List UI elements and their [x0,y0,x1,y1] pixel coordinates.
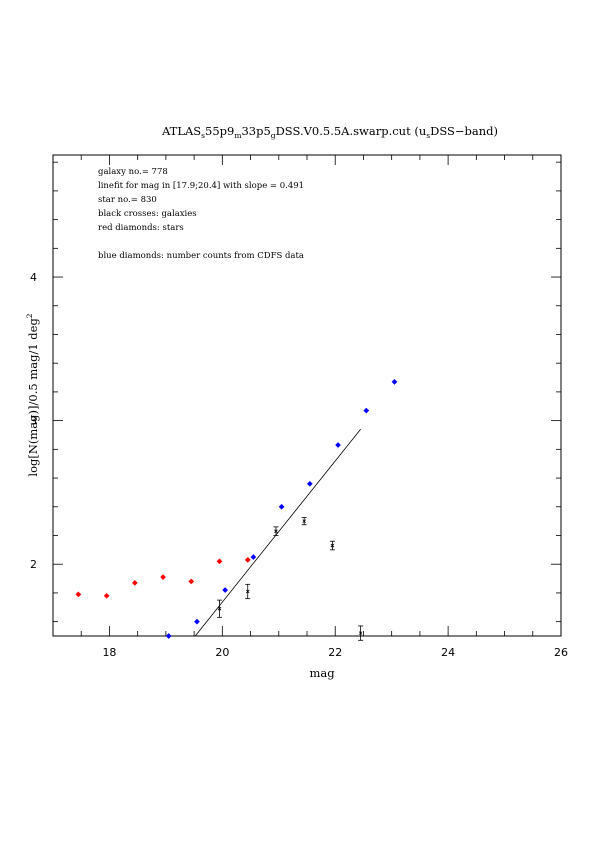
x-tick-label: 26 [554,646,568,659]
y-axis-label: log[N(mag)]/0.5 mag/1 deg2 [25,313,40,476]
title-subscript: m [234,131,241,140]
cdfs-point [222,587,229,594]
title-subscript: g [271,131,276,140]
annotation-line: red diamonds: stars [98,223,184,233]
star-point [244,556,251,563]
annotation-line: blue diamonds: number counts from CDFS d… [98,251,304,261]
y-tick-label: 2 [30,558,37,571]
fit-line [194,428,361,637]
title-part: 55p9 [205,124,234,138]
title-subscript: s [426,131,430,140]
galaxy-point [329,540,335,551]
cross-mark [302,519,306,523]
y-axis-label-main: log[N(mag)]/0.5 mag/1 deg [26,318,40,477]
y-tick-label: 3 [30,415,37,428]
cdfs-point [165,633,172,639]
title-subscript: s [201,131,205,140]
cross-mark [217,606,222,611]
fit-line-group [194,428,361,637]
cdfs-point [335,442,341,448]
star-point [160,574,167,581]
cross-mark [245,589,250,594]
star-point [188,578,195,585]
x-tick-labels: 18 20 22 24 26 [102,646,568,659]
cdfs-point [306,480,313,487]
cdfs-point [193,618,200,625]
cdfs-point [278,503,285,510]
cross-mark [358,631,363,635]
title-part: DSS.V0.5.5A.swarp.cut (u [276,124,427,138]
galaxy-point [217,599,223,618]
x-tick-label: 22 [328,646,342,659]
star-point [103,592,110,599]
axis-ticks [52,155,562,636]
y-tick-label: 4 [30,271,37,284]
title-part: 33p5 [241,124,270,138]
x-axis-label: mag [309,666,335,680]
x-tick-label: 18 [102,646,116,659]
star-point [131,579,138,586]
data-marks [75,378,398,641]
title-part: DSS−band) [430,124,498,138]
star-point [75,591,82,598]
x-tick-label: 24 [441,646,455,659]
cdfs-point [250,554,257,560]
star-point [216,558,223,565]
cross-mark [274,529,278,533]
cdfs-point [363,407,370,414]
title-part: ATLAS [161,124,201,138]
galaxy-point [245,583,251,600]
annotations: galaxy no.= 778 linefit for mag in [17.9;… [98,167,304,261]
annotation-line: star no.= 830 [98,195,157,205]
galaxy-point [301,517,307,526]
y-axis-label-superscript: 2 [25,313,34,318]
x-tick-label: 20 [215,646,229,659]
cdfs-point [391,378,398,385]
galaxy-point [273,526,279,536]
annotation-line: galaxy no.= 778 [98,167,168,177]
annotation-line: linefit for mag in [17.9;20.4] with slop… [98,181,304,191]
y-tick-labels: 2 3 4 [30,271,37,571]
galaxy-point [358,625,364,641]
chart-title: ATLASs55p9m33p5gDSS.V0.5.5A.swarp.cut (u… [161,124,498,140]
cross-mark [330,543,335,548]
annotation-line: black crosses: galaxies [98,209,197,219]
